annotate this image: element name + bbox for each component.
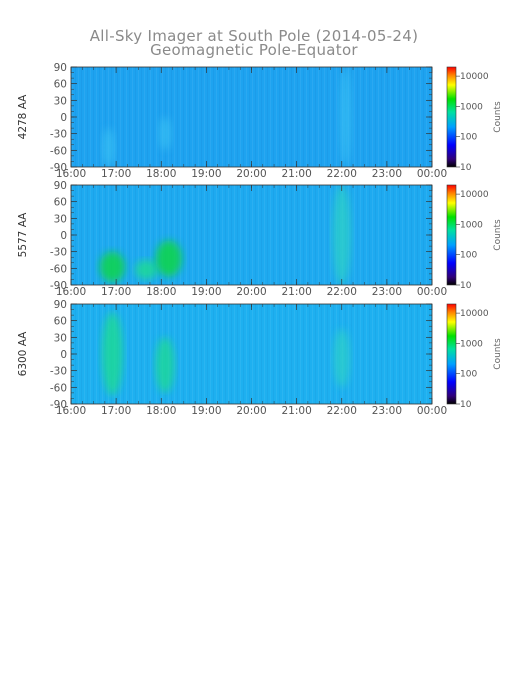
x-tick-label: 00:00 (417, 405, 447, 417)
y-tick-label: 90 (54, 180, 67, 192)
colorbar-tick-label: 1000 (460, 102, 483, 112)
x-tick-label: 00:00 (417, 168, 447, 180)
feature-mark (102, 128, 115, 167)
chart-subtitle: Geomagnetic Pole-Equator (150, 41, 358, 59)
colorbar-tick-label: 10000 (460, 72, 489, 82)
colorbar-tick-label: 10000 (460, 309, 489, 319)
x-tick-label: 23:00 (372, 405, 402, 417)
colorbar: 10000 1000 100 10 Counts (446, 303, 503, 410)
y-tick-label: -90 (50, 399, 67, 411)
feature-mark (155, 240, 182, 277)
x-tick-label: 20:00 (236, 405, 266, 417)
y-tick-label: 30 (54, 95, 67, 107)
x-tick-label: 16:00 (56, 168, 86, 180)
y-tick-label: 0 (60, 349, 67, 361)
x-tick-label: 21:00 (281, 286, 311, 298)
panel-features (101, 312, 350, 396)
x-tick-label: 21:00 (281, 168, 311, 180)
feature-mark (101, 312, 123, 396)
x-tick-label: 18:00 (146, 286, 176, 298)
y-tick-label: -60 (50, 145, 67, 157)
feature-mark (134, 260, 158, 280)
y-tick-label: 60 (54, 79, 67, 91)
colorbar-tick-label: 10 (460, 281, 472, 291)
y-tick-label: -60 (50, 263, 67, 275)
y-tick-label: -30 (50, 129, 67, 141)
x-tick-label: 19:00 (191, 168, 221, 180)
x-tick-label: 20:00 (236, 168, 266, 180)
colorbar: 10000 1000 100 10 Counts (446, 66, 503, 173)
panel-texture (71, 67, 432, 167)
y-tick-label: -90 (50, 162, 67, 174)
colorbar-scale (446, 184, 457, 286)
x-tick-label: 23:00 (372, 168, 402, 180)
x-tick-label: 21:00 (281, 405, 311, 417)
colorbar-label: Counts (493, 219, 503, 251)
colorbar-tick-label: 100 (460, 370, 477, 380)
colorbar-tick-label: 1000 (460, 220, 483, 230)
y-tick-label: -30 (50, 366, 67, 378)
feature-mark (332, 185, 351, 285)
y-tick-label: 60 (54, 316, 67, 328)
colorbar-tick-label: 1000 (460, 339, 483, 349)
feature-mark (99, 251, 126, 283)
y-tick-label: 30 (54, 213, 67, 225)
x-tick-label: 19:00 (191, 405, 221, 417)
x-tick-label: 17:00 (101, 405, 131, 417)
panel-texture (71, 185, 432, 285)
feature-mark (333, 329, 350, 388)
y-tick-label: 60 (54, 197, 67, 209)
x-tick-label: 19:00 (191, 286, 221, 298)
x-tick-label: 22:00 (327, 286, 357, 298)
x-tick-label: 17:00 (101, 168, 131, 180)
y-tick-label: 90 (54, 62, 67, 74)
colorbar-tick-label: 100 (460, 251, 477, 261)
x-tick-label: 22:00 (327, 405, 357, 417)
colorbar: 10000 1000 100 10 Counts (446, 184, 503, 291)
y-tick-label: 30 (54, 332, 67, 344)
panel-features (102, 67, 352, 167)
colorbar-scale (446, 66, 457, 168)
colorbar-scale (446, 303, 457, 405)
y-axis-label: 5577 AA (17, 212, 29, 258)
colorbar-tick-label: 10 (460, 163, 472, 173)
x-tick-label: 00:00 (417, 286, 447, 298)
colorbar-label: Counts (493, 101, 503, 133)
colorbar-label: Counts (493, 338, 503, 370)
feature-mark (339, 67, 352, 167)
y-tick-label: 0 (60, 230, 67, 242)
y-tick-label: 0 (60, 112, 67, 124)
panel-texture (71, 304, 432, 404)
x-tick-label: 17:00 (101, 286, 131, 298)
y-axis-label: 6300 AA (17, 331, 29, 377)
y-tick-label: 90 (54, 299, 67, 311)
x-tick-label: 20:00 (236, 286, 266, 298)
y-axis-label: 4278 AA (17, 94, 29, 140)
colorbar-tick-label: 10000 (460, 190, 489, 200)
x-tick-label: 23:00 (372, 286, 402, 298)
feature-mark (155, 337, 175, 393)
x-tick-label: 18:00 (146, 405, 176, 417)
feature-mark (158, 117, 172, 151)
chart-title: All-Sky Imager at South Pole (2014-05-24… (90, 27, 418, 45)
y-tick-label: -60 (50, 382, 67, 394)
x-tick-label: 16:00 (56, 286, 86, 298)
x-tick-label: 18:00 (146, 168, 176, 180)
x-tick-label: 16:00 (56, 405, 86, 417)
y-tick-label: -30 (50, 247, 67, 259)
x-tick-label: 22:00 (327, 168, 357, 180)
panel-features (99, 185, 351, 285)
colorbar-tick-label: 100 (460, 133, 477, 143)
y-tick-label: -90 (50, 280, 67, 292)
colorbar-tick-label: 10 (460, 400, 472, 410)
